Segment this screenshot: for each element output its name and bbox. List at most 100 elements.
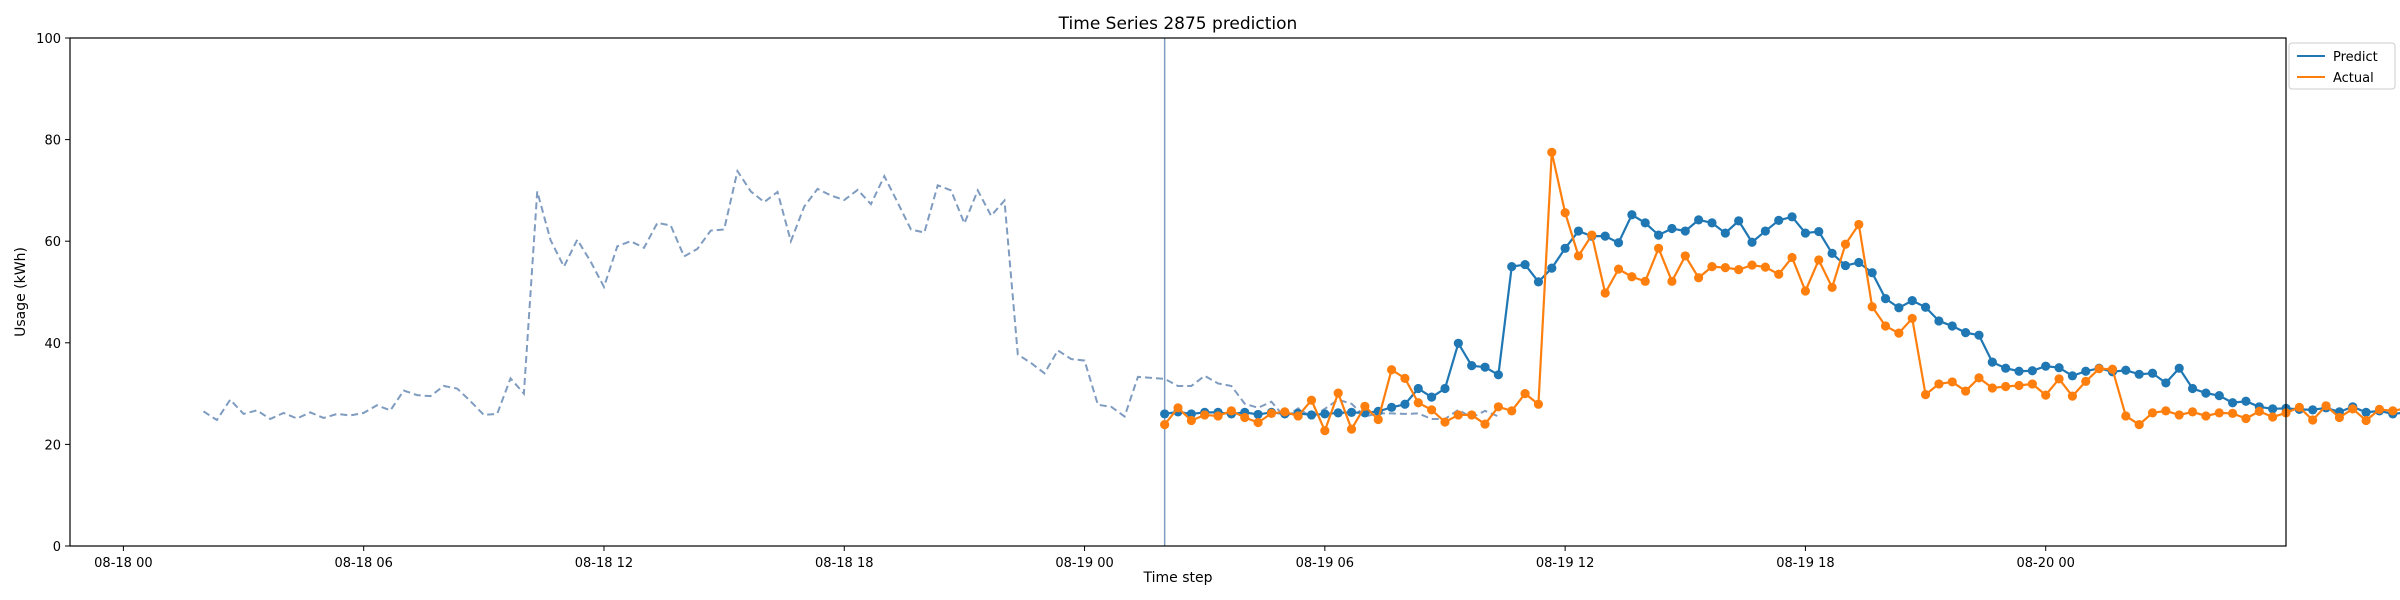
data-point-actual — [1200, 410, 1210, 420]
plot-frame — [69, 37, 2287, 547]
data-point-predict — [1533, 277, 1544, 287]
data-point-predict — [1427, 392, 1437, 402]
data-point-actual — [2174, 410, 2184, 420]
data-point-predict — [1306, 410, 1317, 420]
data-point-predict — [2161, 378, 2171, 388]
data-point-actual — [1907, 313, 1917, 324]
data-point-predict — [1774, 215, 1784, 225]
chart-title: Time Series 2875 prediction — [1058, 14, 1298, 34]
x-axis-label: Time step — [1143, 570, 1213, 586]
data-point-predict — [1787, 212, 1797, 222]
data-point-predict — [1507, 262, 1517, 272]
data-point-predict — [1453, 338, 1463, 348]
data-point-actual — [1186, 415, 1196, 426]
data-point-actual — [1253, 417, 1263, 428]
data-point-actual — [1306, 395, 1317, 405]
data-point-predict — [2121, 365, 2131, 375]
data-point-actual — [1640, 276, 1650, 286]
legend-label-actual: Actual — [2333, 71, 2374, 86]
data-point-actual — [2308, 415, 2318, 425]
data-point-actual — [1707, 262, 1717, 272]
data-point-predict — [1547, 263, 1557, 273]
axis-layer: 0 20 40 60 80 100 08-18 00 08-18 06 08-18 12 08-1… — [36, 32, 2075, 571]
data-point-actual — [1947, 377, 1957, 387]
plot-layer — [202, 38, 2400, 546]
data-point-actual — [1573, 251, 1584, 261]
data-point-predict — [1320, 409, 1330, 419]
data-point-actual — [2334, 412, 2344, 423]
data-point-predict — [1974, 330, 1984, 340]
data-point-predict — [1560, 243, 1570, 253]
x-tick-label: 08-19 06 — [1296, 556, 1354, 571]
data-point-actual — [1774, 269, 1784, 279]
data-point-actual — [1360, 401, 1370, 411]
data-point-actual — [1280, 407, 1290, 417]
data-point-actual — [1680, 251, 1690, 261]
data-point-predict — [1413, 383, 1423, 394]
data-point-actual — [2054, 374, 2064, 384]
data-point-predict — [1440, 383, 1450, 394]
data-point-actual — [1427, 405, 1437, 415]
data-point-actual — [2187, 407, 2198, 417]
data-point-predict — [2001, 363, 2011, 373]
data-point-predict — [1827, 248, 1837, 258]
data-point-actual — [2374, 404, 2385, 414]
data-point-predict — [1894, 303, 1904, 313]
data-point-actual — [1400, 373, 1410, 383]
data-point-predict — [1253, 409, 1263, 420]
data-point-predict — [1640, 218, 1650, 228]
data-point-predict — [1694, 215, 1704, 225]
y-tick-label: 60 — [44, 235, 61, 250]
y-tick-label: 20 — [44, 438, 61, 453]
data-point-actual — [1507, 406, 1517, 416]
data-point-actual — [1760, 262, 1770, 272]
data-point-predict — [2027, 366, 2037, 376]
data-point-predict — [2014, 366, 2024, 376]
data-point-actual — [2094, 364, 2104, 374]
data-point-predict — [1667, 223, 1677, 234]
data-point-predict — [2174, 363, 2184, 373]
data-point-predict — [1934, 316, 1944, 326]
data-point-predict — [1520, 259, 1530, 270]
data-point-predict — [1961, 328, 1971, 338]
data-point-predict — [1880, 294, 1891, 304]
data-point-actual — [1293, 411, 1303, 421]
data-point-predict — [2147, 368, 2158, 378]
data-point-actual — [1467, 410, 1477, 420]
data-point-actual — [1173, 403, 1183, 413]
y-tick-label: 40 — [44, 337, 61, 352]
data-point-actual — [2294, 402, 2304, 412]
data-point-predict — [1947, 321, 1957, 331]
data-point-predict — [2361, 407, 2371, 417]
series-line-actual — [1163, 152, 2400, 434]
data-point-actual — [1240, 412, 1250, 423]
data-point-predict — [1720, 228, 1730, 238]
legend: Predict Actual — [2288, 42, 2396, 90]
data-point-actual — [1934, 379, 1944, 389]
data-point-predict — [2201, 388, 2211, 398]
data-point-predict — [1400, 399, 1410, 409]
data-point-actual — [1547, 147, 1557, 157]
y-tick-label: 0 — [53, 540, 61, 555]
data-point-actual — [1560, 208, 1570, 218]
data-point-actual — [1320, 426, 1330, 436]
data-point-predict — [2228, 398, 2238, 408]
data-point-actual — [1413, 398, 1423, 408]
data-point-actual — [1827, 282, 1837, 293]
x-tick-label: 08-19 18 — [1776, 556, 1834, 571]
data-point-predict — [1814, 226, 1824, 237]
data-point-actual — [1480, 419, 1490, 429]
data-point-predict — [1600, 231, 1610, 241]
data-point-predict — [2081, 366, 2091, 376]
x-tick-label: 08-19 12 — [1536, 556, 1594, 571]
data-point-actual — [1787, 252, 1797, 263]
data-point-actual — [1346, 424, 1357, 434]
data-point-predict — [1386, 402, 1397, 412]
data-point-actual — [2228, 408, 2238, 419]
data-point-predict — [1854, 257, 1864, 268]
data-point-actual — [1720, 263, 1730, 273]
data-point-actual — [1453, 410, 1463, 420]
data-point-predict — [1333, 408, 1343, 418]
data-point-actual — [1747, 260, 1757, 270]
data-point-actual — [1894, 328, 1904, 338]
